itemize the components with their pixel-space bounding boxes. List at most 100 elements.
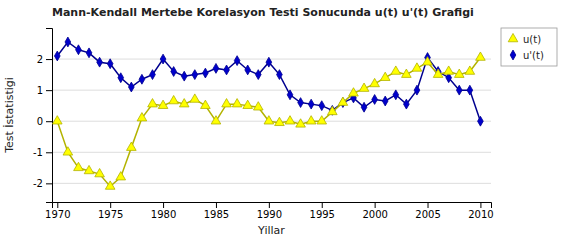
tick: 0 bbox=[37, 116, 52, 127]
point bbox=[456, 85, 462, 95]
tick: 2010 bbox=[468, 202, 493, 220]
tick-label: 2005 bbox=[415, 209, 440, 220]
point bbox=[264, 116, 274, 124]
point bbox=[201, 100, 211, 108]
legend-label: u'(t) bbox=[523, 50, 544, 61]
legend-symbol bbox=[510, 50, 516, 60]
chart: 197019751980198519901995200020052010-2-1… bbox=[0, 0, 563, 238]
point bbox=[158, 100, 168, 108]
point bbox=[118, 73, 124, 83]
point bbox=[393, 90, 399, 100]
point bbox=[391, 66, 401, 74]
point bbox=[224, 65, 230, 75]
point bbox=[372, 95, 378, 105]
plot: 197019751980198519901995200020052010-2-1… bbox=[33, 29, 494, 221]
point bbox=[52, 116, 62, 124]
tick: 1975 bbox=[98, 202, 123, 220]
legend: u(t) u'(t) bbox=[501, 28, 557, 66]
x-axis: 197019751980198519901995200020052010 bbox=[45, 202, 494, 220]
point bbox=[169, 95, 179, 103]
legend-label: u(t) bbox=[523, 34, 541, 45]
point bbox=[74, 162, 84, 170]
tick-mark bbox=[216, 202, 217, 208]
tick-label: 1975 bbox=[98, 209, 123, 220]
tick-mark bbox=[163, 202, 164, 208]
point bbox=[76, 45, 82, 55]
tick: 2000 bbox=[362, 202, 387, 220]
tick-mark bbox=[269, 202, 270, 208]
point bbox=[211, 116, 221, 124]
point bbox=[359, 83, 369, 91]
axis-line bbox=[46, 29, 53, 203]
point bbox=[190, 94, 200, 102]
point bbox=[128, 82, 134, 92]
point bbox=[454, 69, 464, 77]
point bbox=[222, 99, 232, 107]
point bbox=[253, 102, 263, 110]
point bbox=[181, 71, 187, 81]
tick-label: -2 bbox=[33, 178, 43, 189]
tick: 1990 bbox=[257, 202, 282, 220]
point bbox=[84, 165, 94, 173]
point bbox=[245, 65, 251, 75]
point bbox=[412, 63, 422, 71]
point bbox=[404, 99, 410, 109]
point bbox=[380, 72, 390, 80]
series bbox=[54, 37, 483, 126]
point bbox=[402, 69, 412, 77]
point bbox=[423, 57, 433, 65]
tick-mark bbox=[428, 202, 429, 208]
series bbox=[52, 52, 485, 189]
tick-mark bbox=[375, 202, 376, 208]
point bbox=[361, 102, 367, 112]
line bbox=[57, 42, 480, 121]
point bbox=[285, 116, 295, 124]
point bbox=[255, 70, 261, 80]
point bbox=[203, 68, 209, 78]
tick-mark bbox=[46, 152, 52, 153]
tick: 1995 bbox=[310, 202, 335, 220]
tick: 2 bbox=[37, 54, 52, 65]
title: Mann-Kendall Mertebe Korelasyon Testi So… bbox=[52, 6, 474, 19]
point bbox=[171, 67, 177, 77]
tick-label: 1970 bbox=[45, 209, 70, 220]
tick: -1 bbox=[33, 147, 52, 158]
tick-label: 2000 bbox=[362, 209, 387, 220]
point bbox=[476, 52, 486, 60]
tick-label: 2 bbox=[37, 54, 43, 65]
point bbox=[139, 74, 145, 84]
tick-label: 2010 bbox=[468, 209, 493, 220]
point bbox=[97, 57, 103, 67]
tick-mark bbox=[46, 121, 52, 122]
tick-label: 1995 bbox=[310, 209, 335, 220]
point bbox=[137, 113, 147, 121]
grid-line bbox=[52, 183, 491, 184]
tick-mark bbox=[110, 202, 111, 208]
point bbox=[234, 56, 240, 66]
point bbox=[349, 88, 359, 96]
grid-line bbox=[52, 90, 491, 91]
grid bbox=[52, 59, 491, 183]
point bbox=[232, 99, 242, 107]
point bbox=[192, 70, 198, 80]
point bbox=[328, 106, 338, 114]
tick: 1980 bbox=[151, 202, 176, 220]
tick: 1 bbox=[37, 85, 52, 96]
point bbox=[150, 70, 156, 80]
point bbox=[287, 90, 293, 100]
tick-label: 1990 bbox=[257, 209, 282, 220]
tick: 1970 bbox=[45, 202, 70, 220]
line bbox=[57, 58, 480, 187]
point bbox=[160, 54, 166, 64]
point bbox=[54, 51, 60, 61]
point bbox=[275, 117, 285, 125]
tick-label: 1980 bbox=[151, 209, 176, 220]
point bbox=[95, 168, 105, 176]
tick-label: 1 bbox=[37, 85, 43, 96]
tick-mark bbox=[322, 202, 323, 208]
tick-mark bbox=[46, 59, 52, 60]
point bbox=[319, 101, 325, 111]
point bbox=[338, 97, 348, 105]
point bbox=[306, 116, 316, 124]
point bbox=[298, 98, 304, 108]
